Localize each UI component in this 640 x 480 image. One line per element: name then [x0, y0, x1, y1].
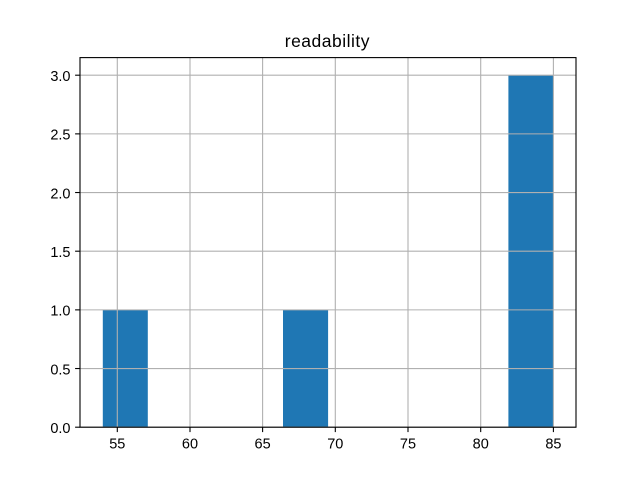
svg-text:readability: readability — [285, 31, 370, 51]
svg-text:70: 70 — [327, 437, 343, 453]
svg-text:55: 55 — [109, 437, 125, 453]
svg-text:80: 80 — [473, 437, 489, 453]
svg-text:3.0: 3.0 — [50, 69, 70, 85]
svg-text:85: 85 — [545, 437, 561, 453]
svg-text:0.0: 0.0 — [50, 421, 70, 437]
svg-text:0.5: 0.5 — [50, 362, 70, 378]
svg-text:2.0: 2.0 — [50, 186, 70, 202]
svg-text:60: 60 — [182, 437, 198, 453]
svg-text:2.5: 2.5 — [50, 128, 70, 144]
svg-text:1.5: 1.5 — [50, 245, 70, 261]
svg-text:75: 75 — [400, 437, 416, 453]
svg-text:1.0: 1.0 — [50, 304, 70, 320]
svg-text:65: 65 — [255, 437, 271, 453]
